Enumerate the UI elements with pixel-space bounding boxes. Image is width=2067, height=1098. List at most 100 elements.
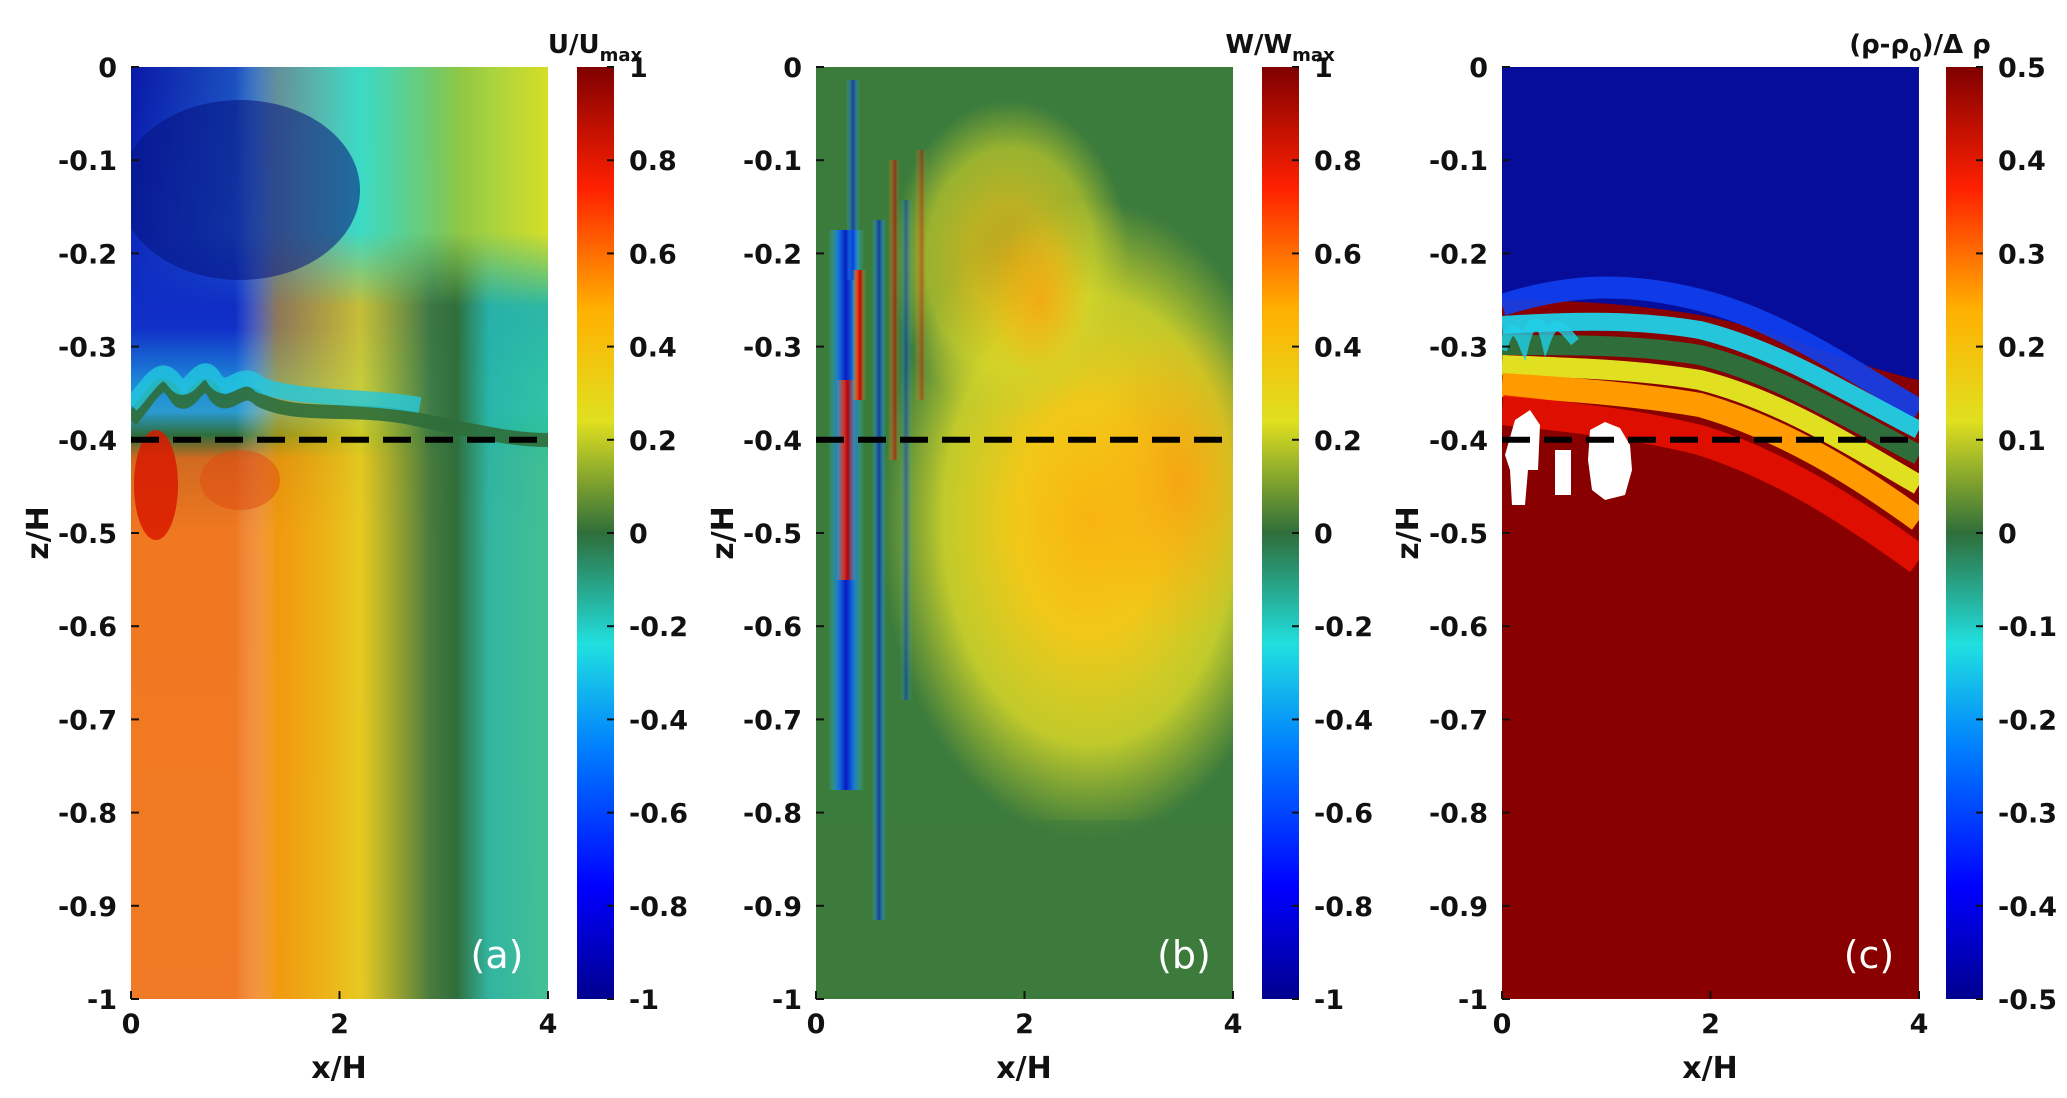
panel-a-ytick-label: 0 xyxy=(98,53,117,84)
panel-a-ytick-label: -0.6 xyxy=(58,612,117,643)
panel-c-ytick-label: -0.8 xyxy=(1429,799,1488,830)
panel-a-xtick-label: 4 xyxy=(539,1009,558,1040)
panel-c-colorbar-tick-label: -0.3 xyxy=(1998,799,2057,830)
panel-c-ytick-label: -1 xyxy=(1458,985,1488,1016)
panel-b-colorbar: -1 -0.8 -0.6 -0.4 -0.2 0 0.2 0.4 0.6 0.8 1 W/Wmax xyxy=(1225,30,1373,1016)
panel-c-heatmap xyxy=(1502,67,1919,999)
panel-c-colorbar-tick-label: -0.5 xyxy=(1998,985,2057,1016)
panel-b-ytick-label: -1 xyxy=(772,985,802,1016)
panel-a-colorbar-tick-label: -0.4 xyxy=(629,705,688,736)
panel-a-ytick-label: -0.4 xyxy=(58,426,117,457)
panel-b-x-axis: 0 2 4 xyxy=(807,991,1243,1040)
panel-a-xtick-label: 0 xyxy=(122,1009,141,1040)
panel-a-ytick-label: -0.7 xyxy=(58,705,117,736)
panel-b-ytick-label: -0.8 xyxy=(743,799,802,830)
panel-a-colorbar: -1 -0.8 -0.6 -0.4 -0.2 0 0.2 0.4 0.6 0.8 1 U/Umax xyxy=(548,30,688,1016)
panel-b-ylabel: z/H xyxy=(706,506,741,560)
panel-c-colorbar-tick-label: -0.4 xyxy=(1998,892,2057,923)
panel-c-colorbar-tick-label: 0.4 xyxy=(1998,146,2046,177)
panel-b-ytick-label: -0.3 xyxy=(743,333,802,364)
panel-c: 0 2 4 0 -0.1 -0.2 -0.3 -0.4 -0.5 -0.6 -0.7 -0.8 -0.… xyxy=(1391,30,2057,1086)
panel-c-ytick-label: -0.5 xyxy=(1429,519,1488,550)
panel-c-colorbar-tick-label: 0.3 xyxy=(1998,239,2046,270)
panel-b-colorbar-tick-label: -0.4 xyxy=(1314,705,1373,736)
panel-b-ytick-label: 0 xyxy=(783,53,802,84)
panel-b-xlabel: x/H xyxy=(996,1051,1051,1086)
panel-c-ytick-label: -0.6 xyxy=(1429,612,1488,643)
panel-c-colorbar-tick-label: -0.2 xyxy=(1998,705,2057,736)
panel-a-colorbar-tick-label: -1 xyxy=(629,985,659,1016)
panel-c-ytick-label: -0.2 xyxy=(1429,239,1488,270)
panel-b-ytick-label: -0.7 xyxy=(743,705,802,736)
panel-c-xtick-label: 4 xyxy=(1910,1009,1929,1040)
panel-b-colorbar-title: W/Wmax xyxy=(1225,30,1335,66)
panel-c-ylabel: z/H xyxy=(1391,506,1426,560)
panel-c-colorbar-tick-label: 0.1 xyxy=(1998,426,2046,457)
panel-b-xtick-label: 0 xyxy=(807,1009,826,1040)
panel-a-colorbar-tick-label: 0.8 xyxy=(629,146,677,177)
panel-c-ytick-label: -0.1 xyxy=(1429,146,1488,177)
panel-b-ytick-label: -0.6 xyxy=(743,612,802,643)
panel-a-colorbar-tick-label: 0 xyxy=(629,519,648,550)
panel-b-ytick-label: -0.2 xyxy=(743,239,802,270)
panel-c-ytick-label: -0.7 xyxy=(1429,705,1488,736)
panel-c-y-axis: 0 -0.1 -0.2 -0.3 -0.4 -0.5 -0.6 -0.7 -0.8 -0.9 -1 xyxy=(1429,53,1510,1016)
panel-a-ytick-label: -1 xyxy=(87,985,117,1016)
panel-a: 0 2 4 0 -0.1 -0.2 -0.3 -0.4 -0.5 -0.6 -0.7 -0.8 -0.… xyxy=(21,30,688,1086)
panel-b-colorbar-tick-label: 0.4 xyxy=(1314,333,1362,364)
panel-a-ytick-label: -0.8 xyxy=(58,799,117,830)
panel-a-label: (a) xyxy=(471,933,524,977)
panel-a-colorbar-tick-label: -0.6 xyxy=(629,799,688,830)
panel-a-ylabel: z/H xyxy=(21,506,56,560)
panel-b-xtick-label: 2 xyxy=(1015,1009,1034,1040)
panel-c-colorbar-tick-label: 0.2 xyxy=(1998,333,2046,364)
panel-c-xtick-label: 2 xyxy=(1701,1009,1720,1040)
panel-b-xtick-label: 4 xyxy=(1224,1009,1243,1040)
panel-c-xtick-label: 0 xyxy=(1493,1009,1512,1040)
panel-b-colorbar-tick-label: 0.2 xyxy=(1314,426,1362,457)
panel-a-xtick-label: 2 xyxy=(330,1009,349,1040)
panel-c-xlabel: x/H xyxy=(1682,1051,1737,1086)
panel-c-ytick-label: -0.3 xyxy=(1429,333,1488,364)
panel-b-ytick-label: -0.5 xyxy=(743,519,802,550)
panel-c-colorbar-tick-label: 0.5 xyxy=(1998,53,2046,84)
panel-a-xlabel: x/H xyxy=(311,1051,366,1086)
panel-c-colorbar-title: (ρ-ρ0)/Δ ρ xyxy=(1849,30,1991,66)
panel-b-ytick-label: -0.9 xyxy=(743,892,802,923)
panel-b-label: (b) xyxy=(1157,933,1211,977)
panel-a-colorbar-tick-label: 0.6 xyxy=(629,239,677,270)
panel-a-ytick-label: -0.9 xyxy=(58,892,117,923)
panel-b-ytick-label: -0.4 xyxy=(743,426,802,457)
panel-c-colorbar: -0.5 -0.4 -0.3 -0.2 -0.1 0 0.1 0.2 0.3 0.4 0.5 (ρ-… xyxy=(1849,30,2057,1016)
panel-a-y-axis: 0 -0.1 -0.2 -0.3 -0.4 -0.5 -0.6 -0.7 -0.8 -0.9 -1 xyxy=(58,53,139,1016)
panel-b-colorbar-tick-label: -0.2 xyxy=(1314,612,1373,643)
panel-a-colorbar-tick-label: 1 xyxy=(629,53,648,84)
panel-b-heatmap xyxy=(816,67,1233,999)
panel-a-colorbar-tick-label: -0.8 xyxy=(629,892,688,923)
panel-a-colorbar-tick-label: -0.2 xyxy=(629,612,688,643)
panel-b-colorbar-tick-label: -1 xyxy=(1314,985,1344,1016)
panel-c-ytick-label: 0 xyxy=(1469,53,1488,84)
panel-b-colorbar-tick-label: 1 xyxy=(1314,53,1333,84)
panel-a-ytick-label: -0.1 xyxy=(58,146,117,177)
panel-b-colorbar-tick-label: -0.6 xyxy=(1314,799,1373,830)
panel-a-heatmap xyxy=(131,67,548,999)
panel-b-colorbar-tick-label: 0.8 xyxy=(1314,146,1362,177)
panel-c-colorbar-tick-label: -0.1 xyxy=(1998,612,2057,643)
panel-b-ytick-label: -0.1 xyxy=(743,146,802,177)
panel-c-label: (c) xyxy=(1844,933,1895,977)
panel-b: 0 2 4 0 -0.1 -0.2 -0.3 -0.4 -0.5 -0.6 -0.7 -0.8 -0.… xyxy=(706,30,1373,1086)
panel-b-y-axis: 0 -0.1 -0.2 -0.3 -0.4 -0.5 -0.6 -0.7 -0.8 -0.9 -1 xyxy=(743,53,824,1016)
panel-a-colorbar-title: U/Umax xyxy=(548,30,643,66)
panel-a-ytick-label: -0.3 xyxy=(58,333,117,364)
panel-a-colorbar-tick-label: 0.4 xyxy=(629,333,677,364)
panel-a-ytick-label: -0.5 xyxy=(58,519,117,550)
panel-a-x-axis: 0 2 4 xyxy=(122,991,558,1040)
panel-a-colorbar-tick-label: 0.2 xyxy=(629,426,677,457)
panel-b-colorbar-tick-label: 0.6 xyxy=(1314,239,1362,270)
panel-b-colorbar-tick-label: 0 xyxy=(1314,519,1333,550)
panel-c-x-axis: 0 2 4 xyxy=(1493,991,1929,1040)
panel-b-colorbar-tick-label: -0.8 xyxy=(1314,892,1373,923)
panel-a-ytick-label: -0.2 xyxy=(58,239,117,270)
